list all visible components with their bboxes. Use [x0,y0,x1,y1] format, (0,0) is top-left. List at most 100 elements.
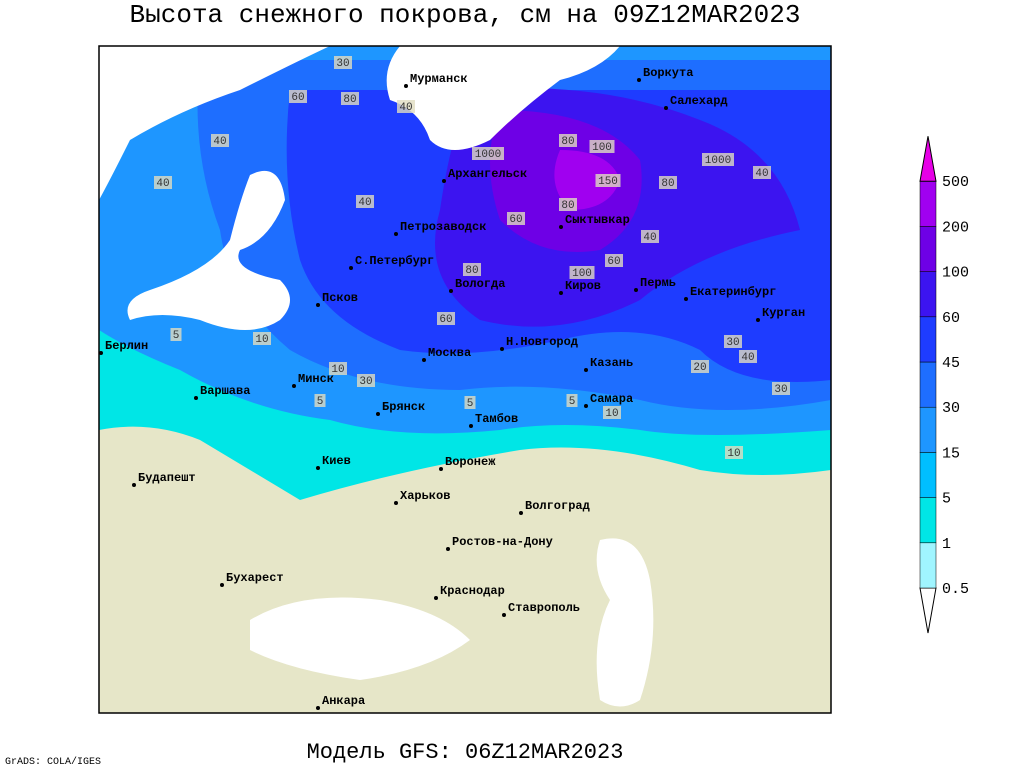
legend-label: 60 [942,310,960,327]
city-label: Берлин [105,339,148,353]
city-dot [684,297,688,301]
contour-label-box [253,332,271,345]
city-dot [99,351,103,355]
contour-label: 40 [643,232,656,244]
caspian-sea [596,538,654,707]
contour-label-box [724,335,742,348]
city-dot [132,483,136,487]
city-label: Киев [322,454,351,468]
contour-label-box [753,166,771,179]
legend-label: 5 [942,491,951,508]
contour-label: 40 [755,168,768,180]
city-label: Киров [565,279,601,293]
contour-label: 20 [693,362,706,374]
legend-bottom-cap [919,587,937,634]
city-label: Вологда [455,277,505,291]
map [98,45,832,714]
contour-label-box [702,153,734,166]
city-label: Волгоград [525,499,590,513]
legend-label: 200 [942,219,969,236]
barents-sea [386,46,620,150]
city-dot [469,424,473,428]
city-label: Будапешт [138,471,196,485]
contour-label: 40 [213,136,226,148]
contour-label-box [170,328,182,341]
city-label: Мурманск [410,72,468,86]
contour-label-box [289,90,307,103]
city-dot [316,466,320,470]
contour-label: 30 [359,376,372,388]
city-dot [349,266,353,270]
contour-label-box [464,396,476,409]
contour-label: 80 [561,200,574,212]
contour-label-box [211,134,229,147]
contour-label: 100 [592,142,612,154]
contour-label-box [314,394,326,407]
city-dot [446,547,450,551]
city-dot [584,404,588,408]
contour-label-box [605,254,623,267]
contour-label: 80 [661,178,674,190]
legend-label: 1 [942,536,951,553]
contour-label: 100 [572,268,592,280]
contour-label-box [341,92,359,105]
black-sea [250,597,470,680]
contour-label-box [603,406,621,419]
city-dot [756,318,760,322]
contour-label: 30 [726,337,739,349]
legend-swatch [919,497,937,544]
city-dot [316,303,320,307]
contour-label: 10 [605,408,618,420]
legend-label: 15 [942,445,960,462]
map-frame [98,45,832,714]
city-dot [502,613,506,617]
contour-label: 5 [173,330,180,342]
contour-label-box [659,176,677,189]
city-label: Харьков [400,489,450,503]
contour-label-box [507,212,525,225]
city-label: Екатеринбург [690,284,776,299]
contour-label: 5 [467,398,474,410]
city-label: Архангельск [448,167,527,181]
city-label: Минск [298,372,334,386]
contour-label-box [569,266,595,279]
contour-label: 10 [255,334,268,346]
legend-swatch [919,180,937,227]
legend-swatch [919,361,937,408]
city-label: Воронеж [445,455,496,469]
city-dot [559,225,563,229]
contour-label: 80 [465,265,478,277]
contour-label: 40 [156,178,169,190]
contour-label: 60 [509,214,522,226]
title: Высота снежного покрова, см на 09Z12MAR2… [130,0,801,30]
city-dot [220,583,224,587]
contour-label-box [595,174,621,187]
city-dot [394,501,398,505]
contour-label-box [641,230,659,243]
contour-label: 5 [569,396,576,408]
contour-label: 60 [291,92,304,104]
legend-label: 100 [942,265,969,282]
city-label: Казань [590,356,633,370]
city-label: Курган [762,306,805,320]
contour-label-box [437,312,455,325]
city-dot [500,347,504,351]
contour-label: 10 [331,364,344,376]
city-label: Сыктывкар [565,213,630,227]
city-dot [559,291,563,295]
city-dot [439,467,443,471]
city-dot [316,706,320,710]
contour-label: 60 [607,256,620,268]
city-label: Н.Новгород [506,335,578,349]
legend-label: 30 [942,400,960,417]
city-label: Анкара [322,694,365,708]
city-dot [584,368,588,372]
contour-label-box [725,446,743,459]
contour-label-box [559,198,577,211]
contour-label-box [397,100,415,113]
city-dot [404,84,408,88]
legend-label: 500 [942,174,969,191]
contour-label: 1000 [705,155,731,167]
contour-label: 40 [741,352,754,364]
